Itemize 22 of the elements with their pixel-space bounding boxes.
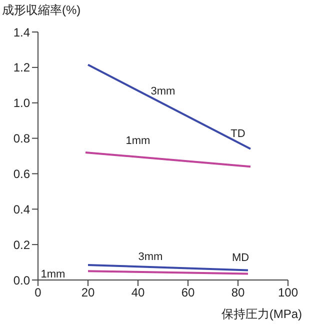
y-tick-label: 0.6 (13, 166, 30, 181)
x-tick-label: 40 (131, 286, 145, 300)
x-tick-label: 80 (231, 286, 245, 300)
y-tick-label: 1.4 (13, 25, 30, 40)
series-label: 3mm (138, 250, 163, 263)
annotation: TD (230, 128, 246, 140)
x-tick-label: 100 (278, 286, 298, 300)
y-tick-label: 0.4 (13, 202, 30, 216)
series-label: 3mm (150, 85, 176, 98)
x-tick-label: 0 (34, 286, 42, 300)
x-axis-title: 保持圧力(MPa) (221, 306, 302, 323)
text: 1mm (40, 268, 66, 281)
annotation: MD (232, 252, 250, 264)
y-tick-label: 0.0 (13, 273, 30, 288)
y-tick-label: 1.0 (13, 96, 30, 110)
x-tick-label: 20 (81, 286, 95, 300)
y-tick-label: 0.2 (13, 238, 30, 252)
y-tick-label: 0.8 (13, 132, 30, 146)
y-tick-label: 1.2 (13, 60, 30, 75)
series-label: 1mm (126, 134, 150, 147)
x-tick-label: 60 (181, 286, 195, 300)
y-axis-title: 成形収縮率(%) (2, 2, 81, 19)
